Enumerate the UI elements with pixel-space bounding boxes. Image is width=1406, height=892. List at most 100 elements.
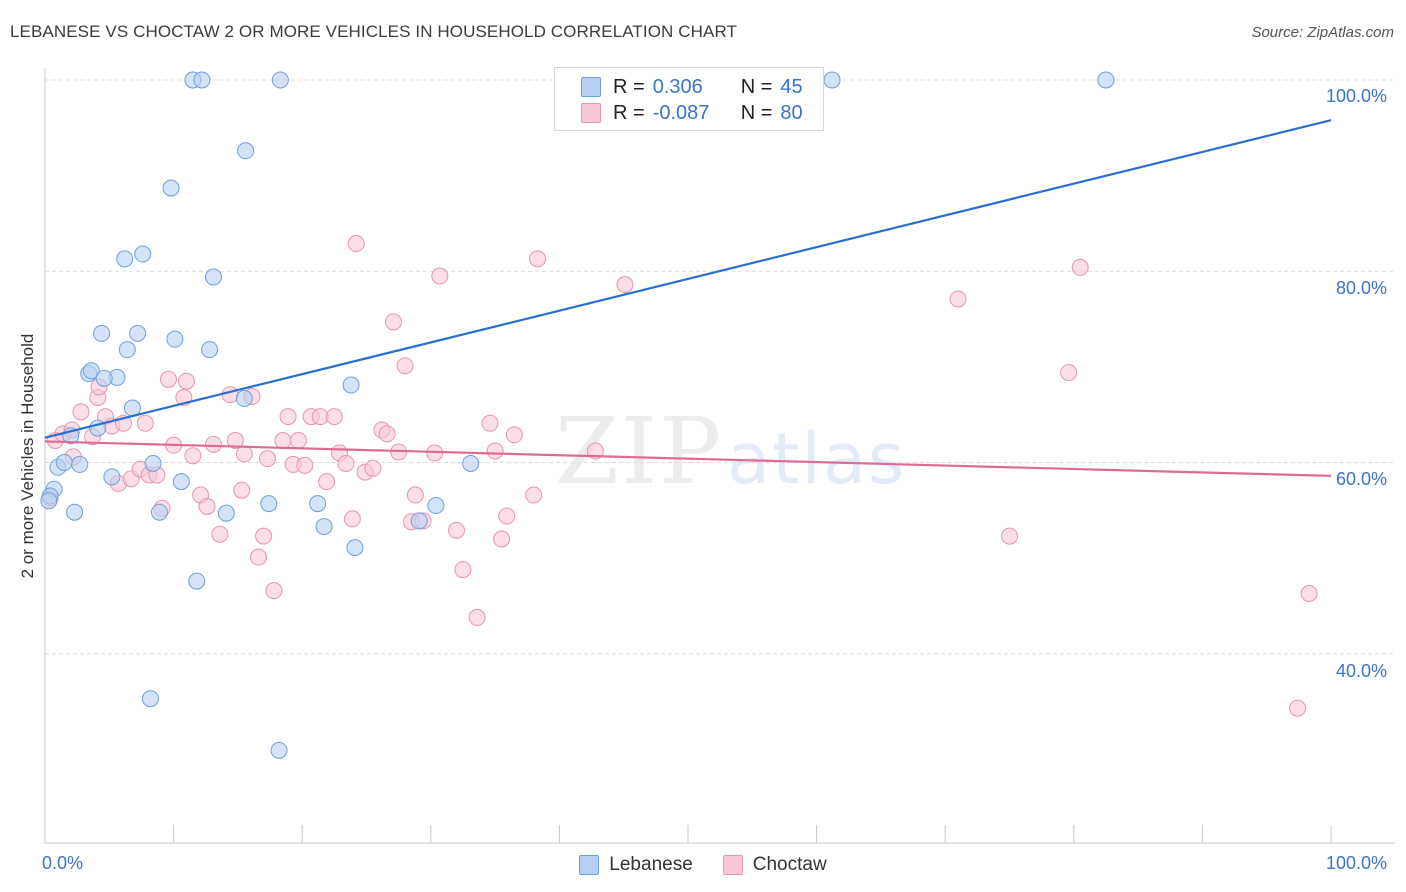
choctaw-r-value: -0.087	[652, 101, 710, 124]
choctaw-point	[1300, 585, 1318, 603]
choctaw-n-label: N =	[740, 101, 773, 124]
lebanese-point	[166, 330, 184, 348]
lebanese-point	[217, 504, 235, 522]
choctaw-point	[296, 456, 314, 474]
lebanese-point	[410, 512, 428, 530]
choctaw-point	[949, 290, 967, 308]
lebanese-point	[162, 179, 180, 197]
choctaw-point	[1071, 258, 1089, 276]
lebanese-point	[271, 71, 289, 89]
lebanese-point	[235, 389, 253, 407]
lebanese-legend-label: Lebanese	[609, 854, 693, 875]
choctaw-point	[343, 510, 361, 528]
choctaw-point	[505, 426, 523, 444]
lebanese-point	[193, 71, 211, 89]
choctaw-point	[226, 432, 244, 450]
y-tick-label-80: 80.0%	[1336, 278, 1388, 298]
choctaw-r-label: R =	[613, 101, 645, 124]
lebanese-legend-swatch	[579, 855, 600, 875]
choctaw-point	[289, 432, 307, 450]
lebanese-point	[346, 539, 364, 557]
choctaw-point	[255, 527, 273, 545]
lebanese-point	[71, 455, 89, 473]
lebanese-point	[237, 142, 255, 160]
lebanese-point	[93, 324, 111, 342]
lebanese-point	[270, 741, 288, 759]
lebanese-point	[82, 362, 100, 380]
choctaw-swatch	[581, 103, 601, 123]
choctaw-trend-line	[44, 440, 1332, 477]
lebanese-point	[427, 497, 445, 515]
choctaw-point	[1001, 527, 1018, 545]
lebanese-point	[172, 473, 190, 491]
lebanese-point	[55, 454, 73, 471]
choctaw-point	[525, 486, 543, 504]
y-axis-title: 2 or more Vehicles in Household	[18, 333, 37, 579]
choctaw-point	[1289, 699, 1307, 717]
lebanese-point	[141, 690, 159, 708]
legend-item-lebanese[interactable]: Lebanese	[579, 854, 693, 876]
lebanese-point	[260, 495, 278, 513]
choctaw-point	[274, 432, 292, 450]
chart-title: LEBANESE VS CHOCTAW 2 OR MORE VEHICLES I…	[10, 22, 738, 41]
choctaw-point	[616, 276, 634, 294]
lebanese-point	[95, 369, 113, 387]
choctaw-n-value: 80	[780, 101, 803, 124]
axis-layer	[44, 68, 1395, 844]
series-legend: Lebanese Choctaw	[0, 852, 1406, 878]
choctaw-point	[198, 497, 216, 515]
choctaw-point	[406, 486, 424, 504]
choctaw-point	[279, 408, 297, 426]
choctaw-point	[325, 408, 343, 426]
lebanese-point	[144, 454, 162, 472]
lebanese-point	[462, 454, 480, 472]
lebanese-point	[134, 245, 152, 263]
choctaw-point	[347, 235, 365, 253]
lebanese-point	[309, 495, 327, 513]
legend-item-choctaw[interactable]: Choctaw	[722, 854, 827, 876]
choctaw-point	[481, 414, 499, 432]
lebanese-trend-line	[44, 119, 1332, 439]
choctaw-point	[486, 442, 504, 460]
lebanese-point	[116, 250, 134, 268]
choctaw-point	[448, 521, 466, 539]
y-tick-label-40: 40.0%	[1336, 661, 1388, 681]
watermark: ZIPatlas	[555, 398, 906, 505]
choctaw-point	[177, 372, 195, 390]
x-tick-label-min: 0.0%	[42, 853, 84, 873]
lebanese-point	[315, 518, 333, 536]
choctaw-point	[468, 608, 486, 626]
lebanese-r-value: 0.306	[652, 75, 703, 98]
choctaw-point	[265, 582, 283, 600]
lebanese-point	[342, 376, 360, 394]
choctaw-point	[136, 414, 154, 432]
watermark-zip: ZIP	[555, 398, 724, 505]
lebanese-point	[1097, 71, 1115, 89]
lebanese-n-label: N =	[740, 75, 773, 98]
choctaw-point	[431, 267, 449, 285]
choctaw-point	[337, 454, 355, 472]
y-tick-label-60: 60.0%	[1336, 469, 1388, 489]
choctaw-legend-swatch	[722, 855, 743, 875]
lebanese-point	[40, 492, 58, 510]
choctaw-point	[364, 459, 382, 477]
choctaw-point	[235, 445, 253, 463]
y-tick-label-100: 100.0%	[1326, 86, 1388, 106]
choctaw-point	[454, 561, 472, 579]
choctaw-point	[159, 370, 177, 388]
choctaw-point	[498, 507, 516, 525]
choctaw-point	[249, 548, 267, 566]
choctaw-point	[493, 530, 511, 548]
point-layer	[40, 71, 1318, 759]
choctaw-point	[258, 450, 276, 468]
choctaw-point	[318, 473, 336, 491]
choctaw-point	[378, 425, 396, 443]
lebanese-point	[188, 572, 206, 590]
lebanese-n-value: 45	[780, 75, 803, 98]
choctaw-point	[72, 403, 90, 421]
lebanese-point	[103, 468, 121, 486]
lebanese-point	[823, 71, 841, 89]
choctaw-point	[233, 481, 251, 499]
choctaw-point	[311, 408, 329, 426]
